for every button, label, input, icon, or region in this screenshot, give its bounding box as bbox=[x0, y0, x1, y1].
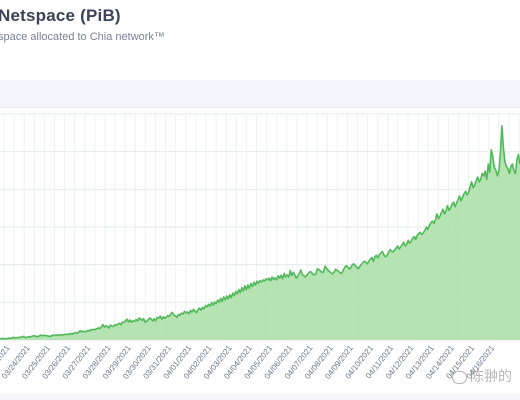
chart-title: Netspace (PiB) bbox=[0, 6, 121, 25]
chart-area[interactable]: 03/23/2021 03/24/2021 03/25/2021 03/26/2021… bbox=[0, 108, 520, 394]
chart-bottom-strip bbox=[0, 394, 520, 400]
wechat-icon bbox=[452, 370, 467, 384]
series-line bbox=[0, 125, 520, 340]
watermark-text: 陈翀的 bbox=[470, 368, 512, 384]
chart-subtitle: space allocated to Chia network™ bbox=[0, 31, 165, 43]
netspace-area-chart[interactable]: 03/23/202103/24/202103/25/202103/26/2021… bbox=[0, 108, 520, 394]
area-fill bbox=[0, 125, 520, 340]
chart-card-header: Netspace (PiB) space allocated to Chia n… bbox=[0, 0, 520, 80]
chart-toolbar-strip bbox=[0, 80, 520, 108]
watermark: 陈翀的 bbox=[452, 366, 512, 386]
